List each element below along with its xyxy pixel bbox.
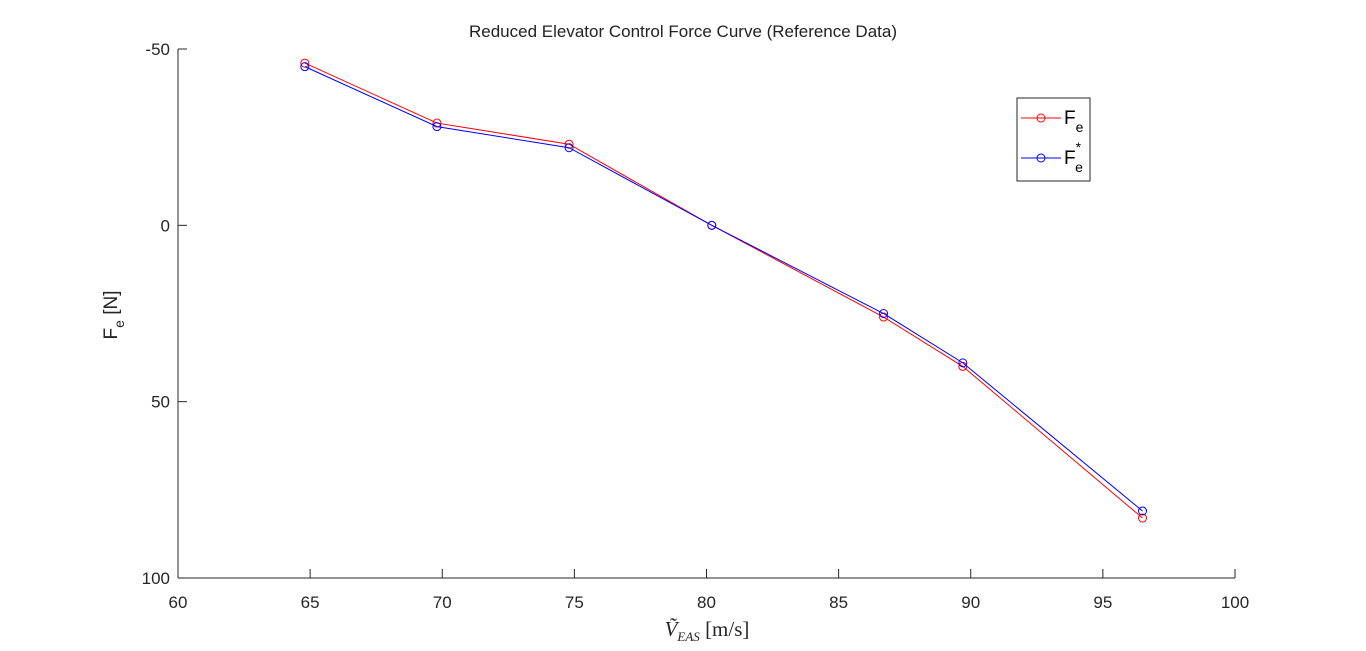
x-axis-label-unit: [m/s] bbox=[700, 617, 750, 641]
x-tick-label: 80 bbox=[697, 593, 716, 612]
legend-box bbox=[1016, 97, 1091, 182]
x-tick-label: 70 bbox=[433, 593, 452, 612]
x-tick-label: 65 bbox=[301, 593, 320, 612]
y-axis-label: Fe [N] bbox=[101, 291, 127, 340]
chart-title: Reduced Elevator Control Force Curve (Re… bbox=[469, 22, 897, 41]
series-line bbox=[304, 66, 1143, 512]
data-point bbox=[707, 220, 717, 230]
x-tick-label: 90 bbox=[961, 593, 980, 612]
data-point bbox=[1138, 506, 1148, 516]
x-tick-label: 60 bbox=[169, 593, 188, 612]
y-axis-label-base: F bbox=[101, 328, 122, 340]
series-2 bbox=[300, 62, 1148, 516]
y-axis-label-sub: e bbox=[111, 320, 127, 328]
legend: Fe F* e bbox=[1016, 97, 1091, 182]
data-point bbox=[879, 309, 889, 318]
legend-label: Fe bbox=[1064, 108, 1084, 135]
x-tick-label: 85 bbox=[829, 593, 848, 612]
x-axis-label-base: Ṽ bbox=[665, 617, 680, 641]
legend-marker bbox=[1036, 113, 1046, 123]
x-tick-label: 75 bbox=[565, 593, 584, 612]
y-axis-label-unit: [N] bbox=[101, 291, 122, 321]
data-point bbox=[432, 122, 442, 132]
y-tick-label: 50 bbox=[151, 393, 170, 412]
x-axis-label-sub: EAS bbox=[676, 629, 700, 644]
ticks: 60 65 70 75 80 85 90 95 100 -50 0 50 100 bbox=[142, 40, 1250, 612]
legend-label: F* e bbox=[1064, 139, 1083, 175]
data-point bbox=[1138, 513, 1148, 523]
data-point bbox=[564, 143, 574, 153]
y-tick-label: 0 bbox=[161, 216, 170, 235]
x-axis-label: ṼEAS [m/s] bbox=[665, 617, 750, 644]
data-point bbox=[958, 358, 968, 368]
data-point bbox=[300, 62, 310, 72]
y-tick-label: -50 bbox=[145, 40, 170, 59]
x-tick-label: 95 bbox=[1093, 593, 1112, 612]
legend-marker bbox=[1036, 153, 1046, 163]
y-tick-label: 100 bbox=[142, 569, 170, 588]
series-layer bbox=[300, 58, 1148, 523]
x-tick-label: 100 bbox=[1221, 593, 1249, 612]
